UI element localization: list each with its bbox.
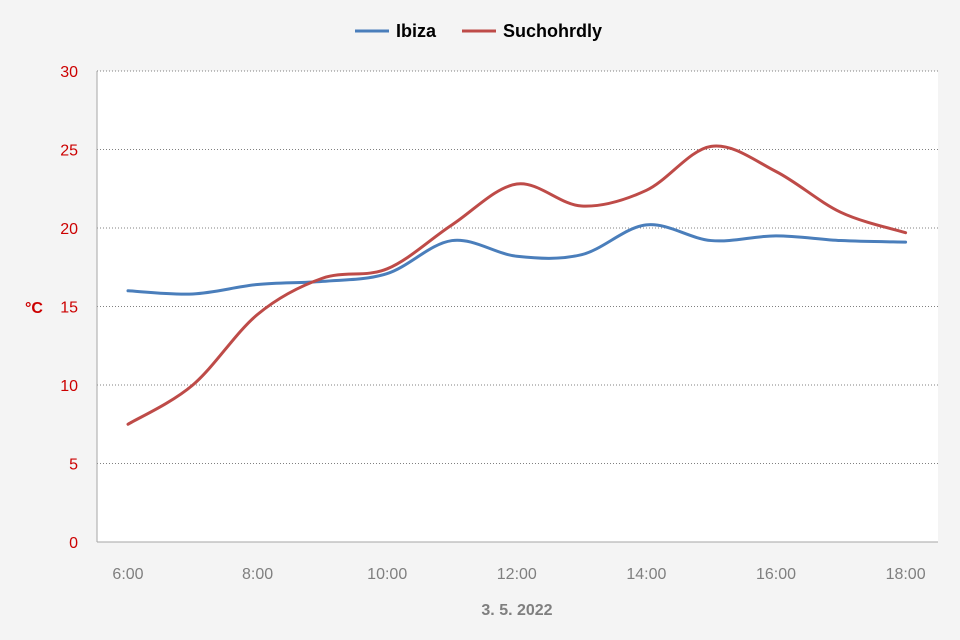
series-line-ibiza — [126, 223, 908, 296]
x-tick-label: 10:00 — [367, 566, 407, 583]
x-tick-label: 6:00 — [112, 566, 143, 583]
y-tick-label: 20 — [60, 221, 78, 238]
x-axis-ticks: 6:00 8:00 10:00 12:00 14:00 16:00 18:00 — [112, 566, 925, 583]
x-tick-label: 12:00 — [497, 566, 537, 583]
legend-label-ibiza: Ibiza — [396, 21, 437, 41]
y-tick-label: 25 — [60, 143, 78, 160]
legend-label-suchohrdly: Suchohrdly — [503, 21, 602, 41]
series-layer — [126, 144, 908, 426]
y-axis-ticks: 0 5 10 15 20 25 30 — [60, 64, 78, 552]
y-axis-label: °C — [25, 300, 43, 317]
x-axis-label: 3. 5. 2022 — [481, 602, 552, 619]
legend: Ibiza Suchohrdly — [355, 21, 602, 41]
x-tick-label: 8:00 — [242, 566, 273, 583]
x-tick-label: 18:00 — [886, 566, 926, 583]
y-tick-label: 0 — [69, 535, 78, 552]
y-tick-label: 5 — [69, 457, 78, 474]
y-tick-label: 10 — [60, 378, 78, 395]
plot-area — [96, 70, 938, 543]
series-line-suchohrdly — [126, 144, 908, 426]
y-tick-label: 15 — [60, 300, 78, 317]
x-tick-label: 16:00 — [756, 566, 796, 583]
y-tick-label: 30 — [60, 64, 78, 81]
x-tick-label: 14:00 — [626, 566, 666, 583]
